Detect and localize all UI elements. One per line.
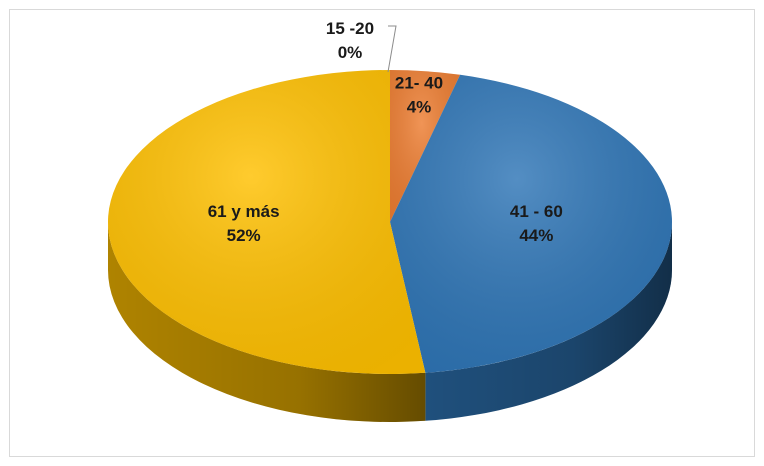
pie-side-shade-61-y-m-s (108, 222, 426, 422)
data-label-percent: 44% (519, 226, 553, 245)
data-label-category: 61 y más (208, 202, 280, 221)
data-label-percent: 52% (227, 226, 261, 245)
pie-side-shade-41-60 (425, 222, 672, 421)
data-label-percent: 4% (407, 97, 432, 116)
data-label-category: 41 - 60 (510, 202, 563, 221)
data-label-category: 21- 40 (395, 73, 443, 92)
data-label-percent: 0% (338, 43, 363, 62)
pie-slice-shine-21-40 (390, 70, 461, 222)
data-label-category: 15 -20 (326, 19, 374, 38)
pie-slice-shine-41-60 (390, 74, 672, 373)
leader-line-15-20 (387, 25, 397, 73)
pie-slice-shine-61-y-m-s (108, 69, 426, 374)
